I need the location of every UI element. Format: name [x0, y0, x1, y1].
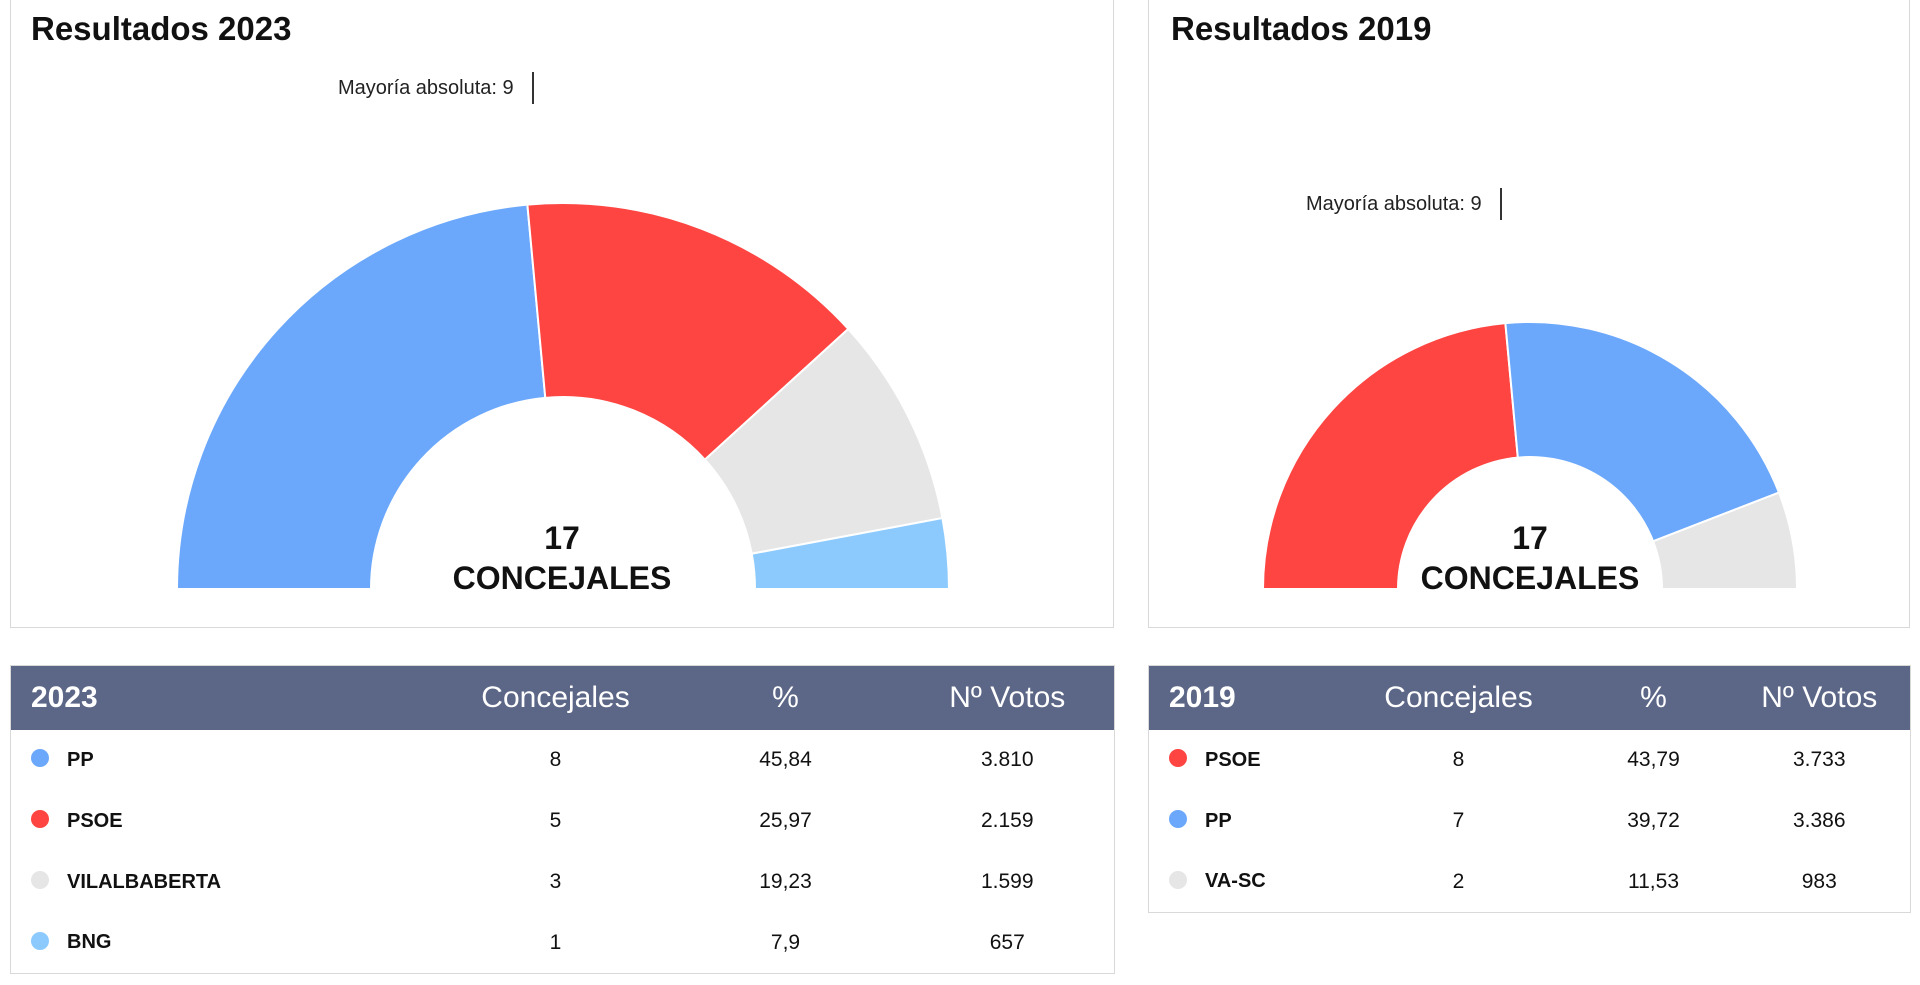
votos-cell: 2.159 — [980, 809, 1034, 832]
party-name: PSOE — [67, 809, 123, 832]
pct-cell: 7,9 — [770, 930, 801, 954]
hemicycle-chart-2023 — [175, 202, 951, 590]
hemicycle-chart-2019 — [1261, 321, 1799, 590]
hemicycle-slice-va-sc — [1651, 491, 1799, 590]
party-name: VILALBABERTA — [67, 870, 222, 893]
chart-title-2019: Resultados 2019 — [1171, 10, 1432, 47]
table-year-header: 2019 — [1148, 665, 1339, 730]
table-header-row: 2019 Concejales % Nº Votos — [1148, 665, 1911, 730]
party-color-dot — [1169, 810, 1187, 829]
chart-title-2023: Resultados 2023 — [31, 10, 292, 47]
table-row: BNG 1 7,9 657 — [11, 913, 1115, 974]
party-cell: PSOE — [11, 791, 441, 852]
results-table-2019: 2019 Concejales % Nº Votos PSOE 8 43,79 … — [1148, 665, 1911, 913]
column-header-pct: % — [670, 665, 901, 730]
pct-cell: 43,79 — [1627, 748, 1680, 771]
party-name: PP — [1205, 809, 1232, 832]
center-text-2019: CONCEJALES — [1420, 560, 1640, 596]
concejales-cell: 8 — [549, 748, 562, 771]
votos-cell: 1.599 — [980, 870, 1034, 893]
table-row: PSOE 5 25,97 2.159 — [11, 791, 1115, 852]
center-label-2023: 17 CONCEJALES — [412, 518, 712, 598]
party-cell: VILALBABERTA — [11, 852, 441, 913]
majority-text-2019: Mayoría absoluta: 9 — [1306, 192, 1482, 215]
party-cell: PSOE — [1149, 730, 1339, 791]
majority-marker-2023 — [531, 72, 534, 104]
table-row: PP 8 45,84 3.810 — [11, 730, 1115, 791]
majority-marker-2019 — [1499, 188, 1502, 220]
column-header-votos: Nº Votos — [1728, 665, 1911, 730]
table-row: PP 7 39,72 3.386 — [1149, 791, 1911, 852]
majority-label-2023: Mayoría absoluta: 9 — [338, 72, 534, 104]
party-cell: BNG — [11, 913, 441, 974]
party-color-dot — [31, 931, 49, 950]
hemicycle-slice-psoe — [1261, 322, 1519, 590]
party-color-dot — [31, 871, 49, 890]
concejales-cell: 2 — [1452, 869, 1465, 893]
votos-cell: 983 — [1801, 869, 1837, 893]
table-row: PSOE 8 43,79 3.733 — [1149, 730, 1911, 791]
concejales-cell: 8 — [1452, 748, 1465, 771]
party-color-dot — [31, 810, 49, 829]
results-table-2023: 2023 Concejales % Nº Votos PP 8 45,84 3.… — [10, 665, 1115, 974]
concejales-cell: 1 — [549, 930, 562, 954]
concejales-cell: 7 — [1452, 809, 1465, 832]
center-text-2023: CONCEJALES — [452, 560, 672, 596]
center-label-2019: 17 CONCEJALES — [1380, 518, 1680, 598]
pct-cell: 39,72 — [1627, 809, 1680, 832]
pct-cell: 11,53 — [1628, 869, 1679, 893]
party-cell: VA-SC — [1149, 852, 1339, 913]
pct-cell: 45,84 — [759, 748, 812, 771]
majority-label-2019: Mayoría absoluta: 9 — [1306, 188, 1502, 220]
column-header-votos: Nº Votos — [900, 665, 1115, 730]
concejales-cell: 5 — [549, 809, 562, 832]
table-row: VILALBABERTA 3 19,23 1.599 — [11, 852, 1115, 913]
party-name: PSOE — [1205, 748, 1261, 771]
party-name: BNG — [67, 931, 112, 954]
party-color-dot — [1169, 870, 1187, 889]
hemicycle-slice-pp — [175, 203, 547, 590]
table-header-row: 2023 Concejales % Nº Votos — [10, 665, 1115, 730]
majority-text-2023: Mayoría absoluta: 9 — [338, 76, 514, 99]
table-year-header: 2023 — [10, 665, 441, 730]
table-row: VA-SC 2 11,53 983 — [1149, 852, 1911, 913]
column-header-concejales: Concejales — [440, 665, 671, 730]
votos-cell: 3.733 — [1792, 748, 1846, 771]
pct-cell: 25,97 — [759, 809, 812, 832]
pct-cell: 19,23 — [759, 870, 812, 893]
party-name: VA-SC — [1205, 870, 1266, 893]
column-header-pct: % — [1578, 665, 1729, 730]
concejales-cell: 3 — [549, 870, 562, 893]
center-number-2023: 17 — [544, 520, 580, 556]
votos-cell: 3.810 — [980, 748, 1034, 771]
center-number-2019: 17 — [1512, 520, 1548, 556]
hemicycle-slice-psoe — [526, 202, 850, 462]
party-color-dot — [31, 749, 49, 768]
party-cell: PP — [1149, 791, 1339, 852]
party-name: PP — [67, 748, 94, 771]
hemicycle-slice-bng — [750, 516, 951, 590]
hemicycle-slice-pp — [1504, 321, 1781, 543]
votos-cell: 657 — [989, 930, 1025, 954]
party-cell: PP — [11, 730, 441, 791]
column-header-concejales: Concejales — [1338, 665, 1579, 730]
party-color-dot — [1169, 749, 1187, 768]
votos-cell: 3.386 — [1792, 809, 1846, 832]
